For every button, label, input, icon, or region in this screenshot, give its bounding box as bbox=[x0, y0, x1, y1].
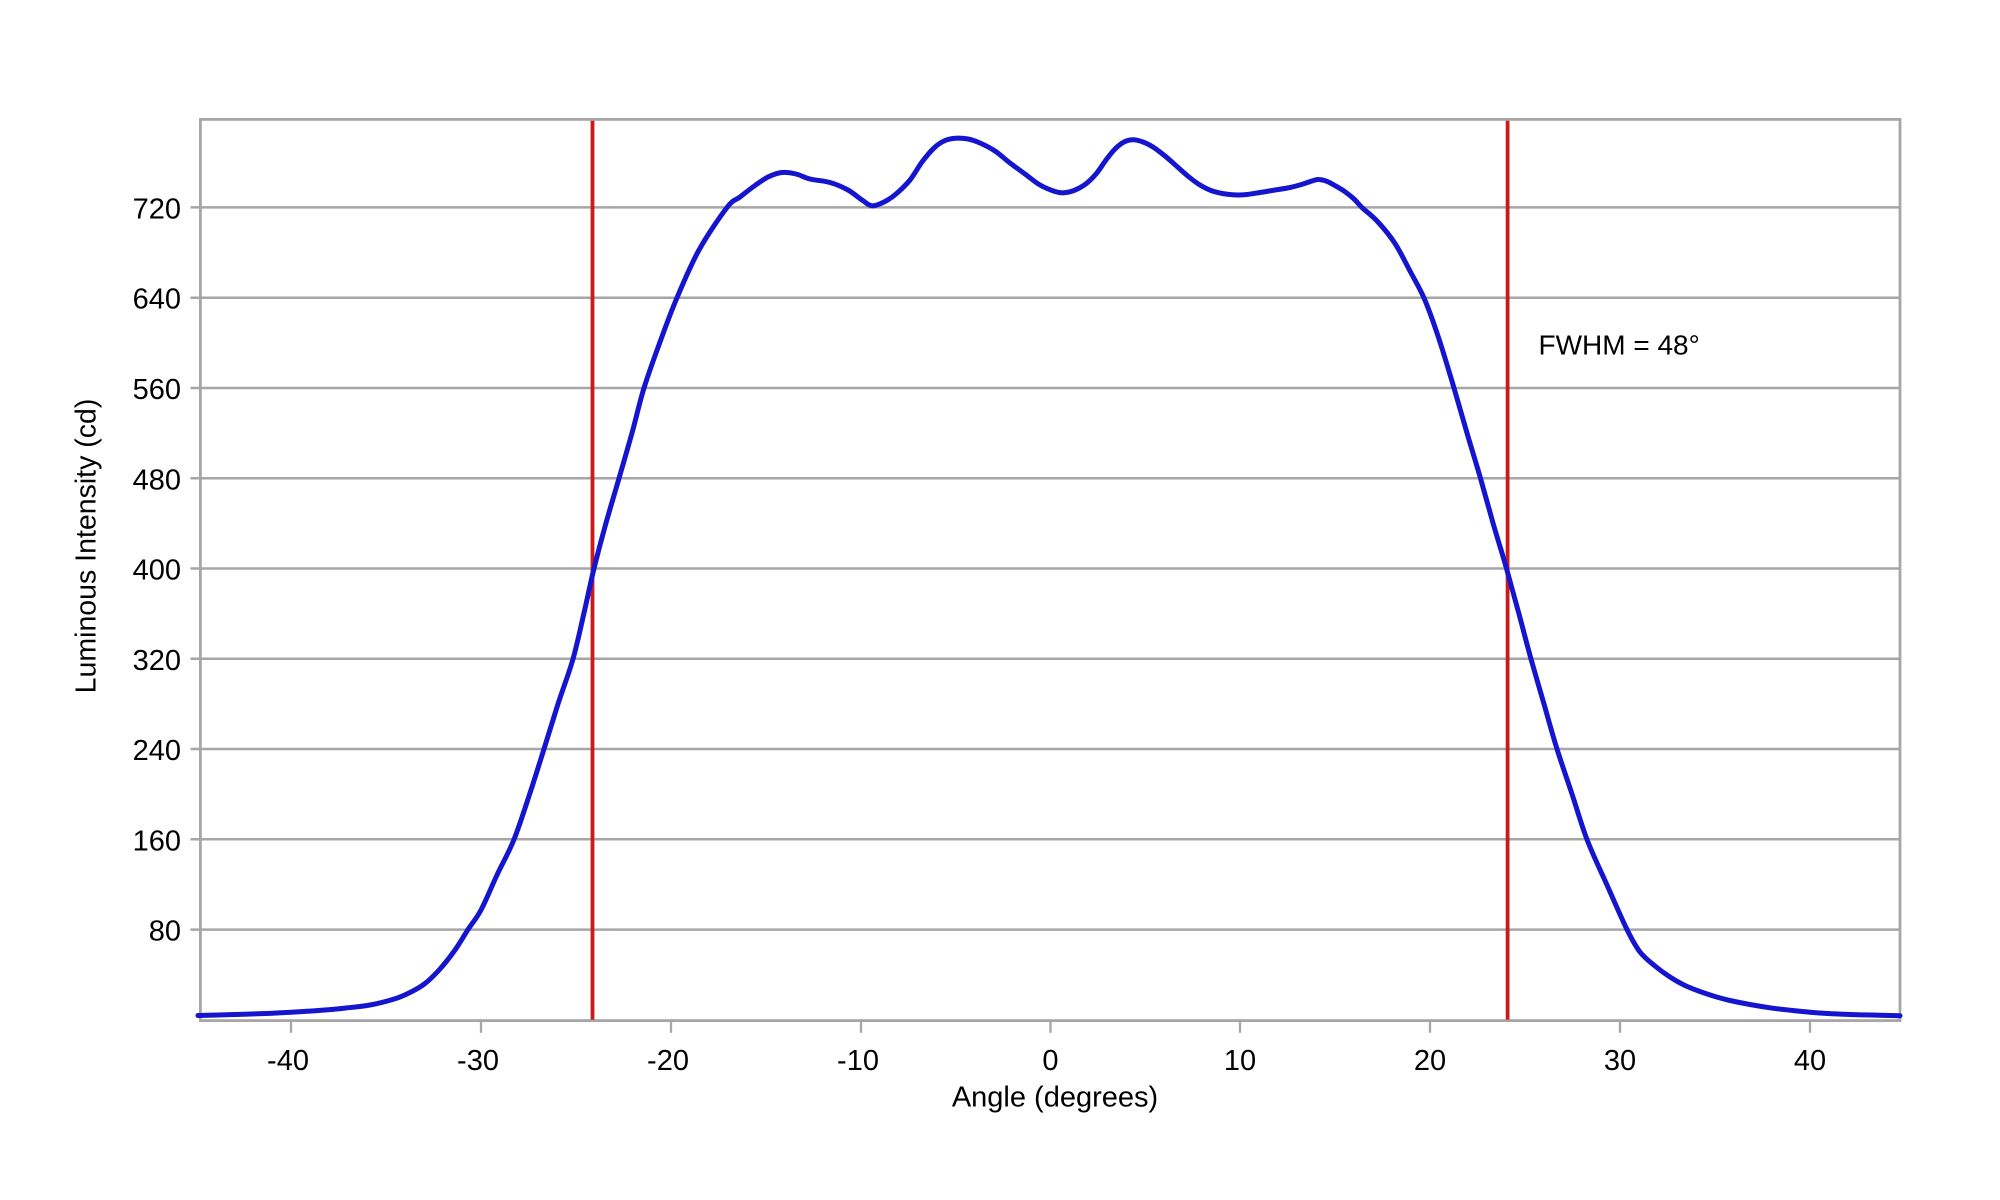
svg-text:160: 160 bbox=[133, 825, 181, 857]
svg-text:Luminous Intensity (cd): Luminous Intensity (cd) bbox=[71, 399, 103, 694]
svg-text:480: 480 bbox=[133, 464, 181, 496]
svg-text:20: 20 bbox=[1414, 1045, 1446, 1077]
svg-text:Angle (degrees): Angle (degrees) bbox=[952, 1082, 1158, 1114]
svg-text:640: 640 bbox=[133, 284, 181, 316]
svg-text:40: 40 bbox=[1794, 1045, 1826, 1077]
svg-text:10: 10 bbox=[1224, 1045, 1256, 1077]
svg-text:FWHM = 48°: FWHM = 48° bbox=[1539, 330, 1700, 361]
svg-text:-20: -20 bbox=[647, 1045, 689, 1077]
svg-text:560: 560 bbox=[133, 374, 181, 406]
svg-text:-40: -40 bbox=[267, 1045, 309, 1077]
svg-text:-10: -10 bbox=[837, 1045, 879, 1077]
svg-text:240: 240 bbox=[133, 735, 181, 767]
svg-text:30: 30 bbox=[1604, 1045, 1636, 1077]
svg-text:400: 400 bbox=[133, 555, 181, 587]
svg-text:320: 320 bbox=[133, 645, 181, 677]
svg-text:-30: -30 bbox=[457, 1045, 499, 1077]
svg-text:0: 0 bbox=[1042, 1045, 1058, 1077]
svg-text:80: 80 bbox=[149, 916, 181, 948]
svg-text:720: 720 bbox=[133, 193, 181, 225]
